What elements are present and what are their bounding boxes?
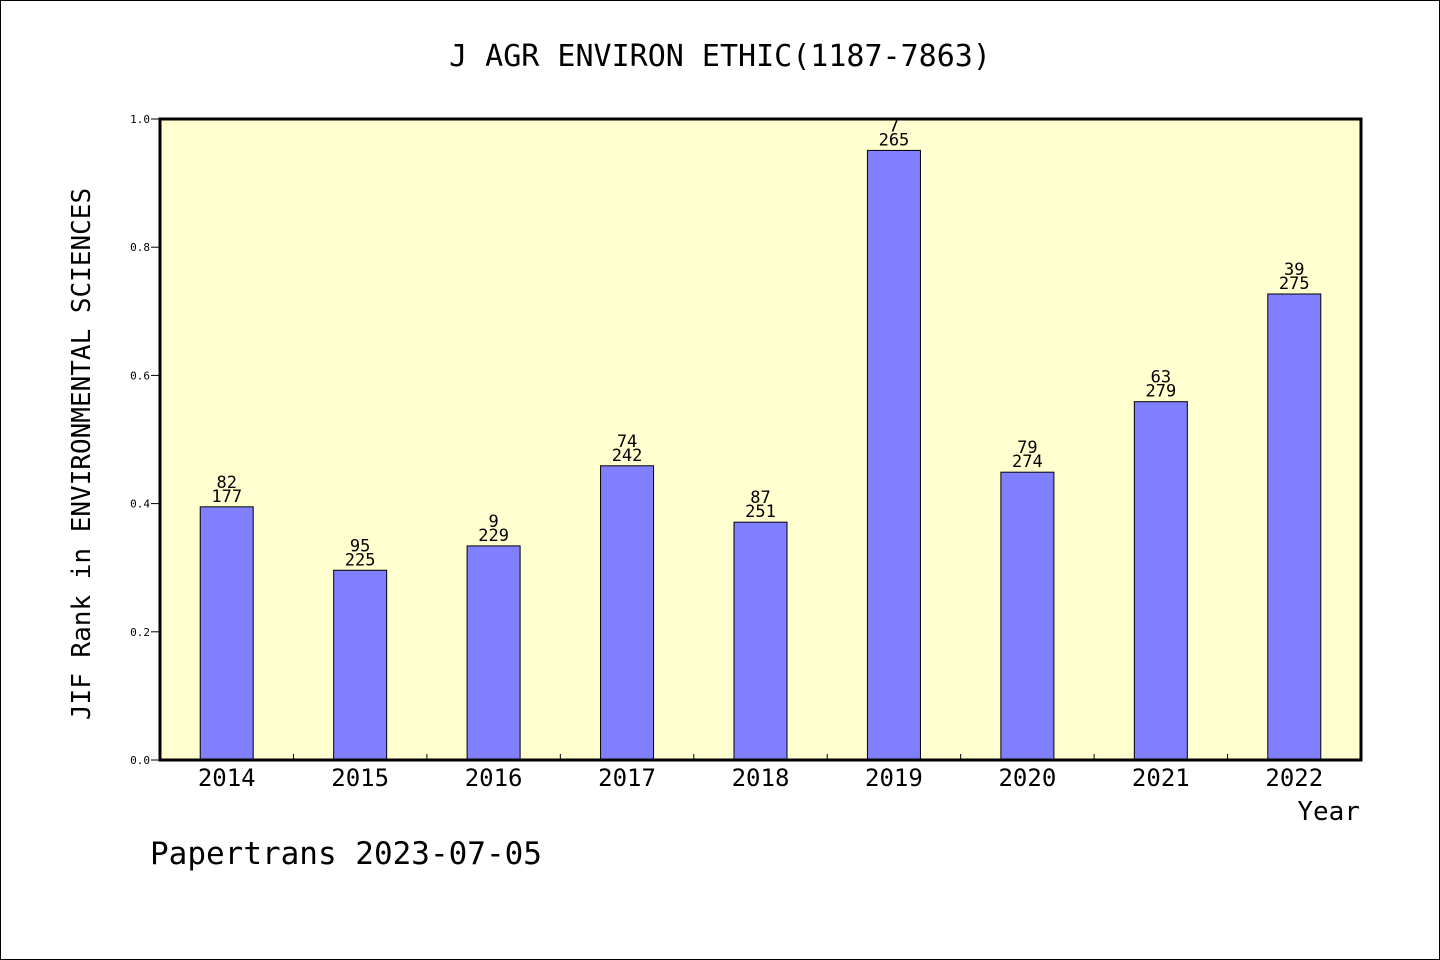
y-tick-label: 0.0 xyxy=(130,754,150,767)
bar-label-total: 229 xyxy=(478,526,509,546)
bar-label-total: 274 xyxy=(1012,452,1043,472)
x-tick-label: 2019 xyxy=(865,764,923,792)
x-tick-label: 2016 xyxy=(465,764,523,792)
y-axis-ticks: 0.0 0.2 0.4 0.6 0.8 1.0 xyxy=(130,113,160,767)
chart-title: J AGR ENVIRON ETHIC(1187-7863) xyxy=(449,39,991,74)
bar-label-total: 275 xyxy=(1279,274,1310,294)
bar-label-rank: 87 xyxy=(750,488,770,508)
x-tick-label: 2021 xyxy=(1132,764,1190,792)
bar-label-total: 279 xyxy=(1145,382,1176,402)
bar xyxy=(199,506,254,761)
y-tick-label: 0.2 xyxy=(130,626,150,639)
x-tick-label: 2022 xyxy=(1265,764,1323,792)
bar-label-rank: 95 xyxy=(350,536,370,556)
y-tick-label: 1.0 xyxy=(130,113,150,126)
x-axis-label: Year xyxy=(1297,797,1360,827)
bar xyxy=(600,465,655,761)
bar-label-total: 177 xyxy=(211,487,242,507)
x-tick-label: 2018 xyxy=(732,764,790,792)
bar xyxy=(1000,471,1055,761)
bar xyxy=(866,149,921,761)
x-tick-label: 2015 xyxy=(331,764,389,792)
bar xyxy=(1133,401,1188,761)
x-axis-ticks: 2014 2015 2016 2017 2018 2019 2020 2021 2022 xyxy=(198,754,1323,792)
bar-label-total: 265 xyxy=(879,130,910,150)
x-tick-label: 2017 xyxy=(598,764,656,792)
x-tick-label: 2014 xyxy=(198,764,256,792)
bar-label-rank: 39 xyxy=(1284,260,1304,280)
y-tick-label: 0.6 xyxy=(130,369,150,382)
bar-label-rank: 7 xyxy=(889,116,899,136)
bar-label-total: 225 xyxy=(345,550,376,570)
bar-series xyxy=(199,149,1322,761)
bar-label-rank: 82 xyxy=(216,473,236,493)
y-axis-label: JIF Rank in ENVIRONMENTAL SCIENCES xyxy=(67,188,97,720)
bar xyxy=(333,569,388,761)
bar xyxy=(466,545,521,761)
bar-label-rank: 63 xyxy=(1151,368,1171,388)
bar xyxy=(733,521,788,761)
bar-label-total: 242 xyxy=(612,446,643,466)
plot-border xyxy=(158,117,1363,762)
x-tick-label: 2020 xyxy=(998,764,1056,792)
y-tick-label: 0.4 xyxy=(130,498,150,511)
bar-label-total: 251 xyxy=(745,502,776,522)
bar-label-rank: 9 xyxy=(488,512,498,532)
bar xyxy=(1267,293,1322,761)
footer-credit: Papertrans 2023-07-05 xyxy=(150,836,542,872)
bar-label-rank: 74 xyxy=(617,432,637,452)
bar-label-rank: 79 xyxy=(1017,438,1037,458)
y-tick-label: 0.8 xyxy=(130,241,150,254)
